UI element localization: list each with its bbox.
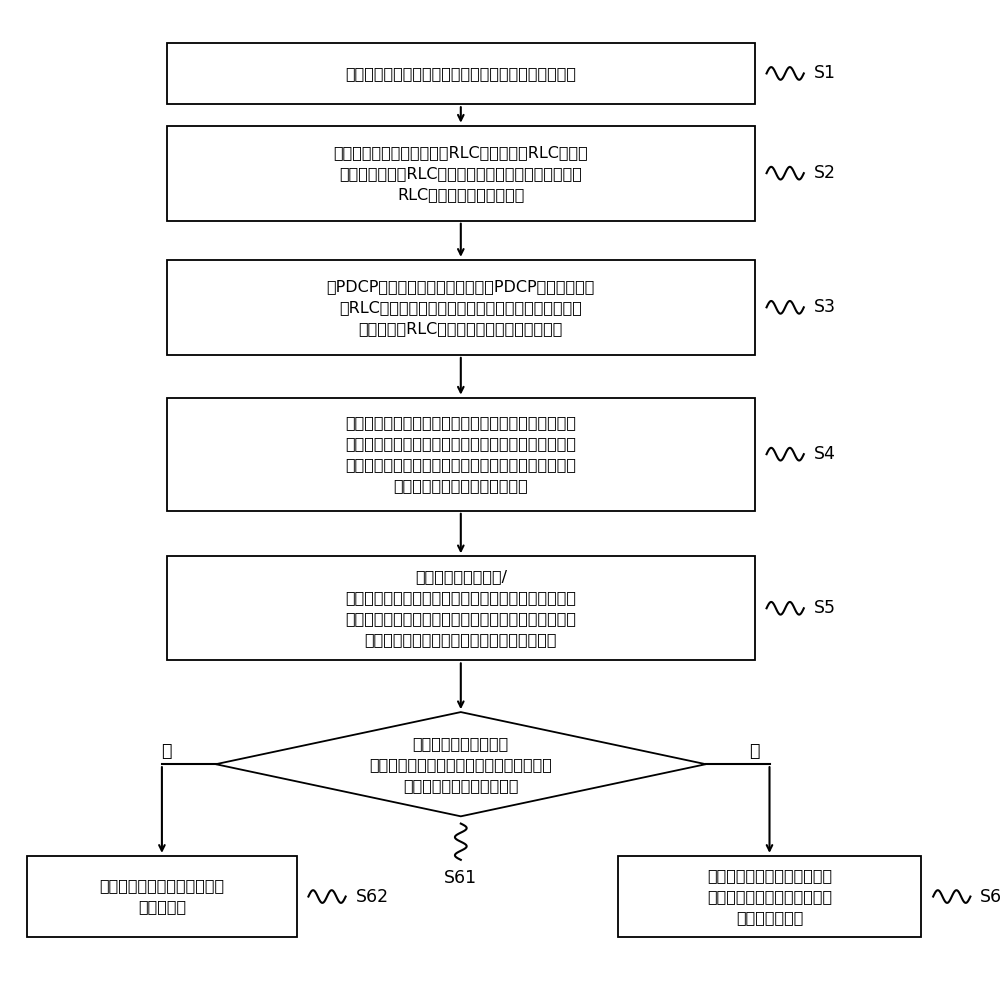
Text: 否: 否 <box>750 741 760 759</box>
Text: S62: S62 <box>355 887 389 905</box>
FancyBboxPatch shape <box>167 398 755 510</box>
FancyBboxPatch shape <box>167 260 755 355</box>
Text: S61: S61 <box>444 869 477 887</box>
Text: S3: S3 <box>814 299 836 317</box>
Text: S5: S5 <box>814 599 836 617</box>
FancyBboxPatch shape <box>618 856 921 937</box>
FancyBboxPatch shape <box>167 126 755 221</box>
Text: 为第一逻辑信道分配第一载波
的资源，为第二逻辑信道分配
第二载波的资源: 为第一逻辑信道分配第一载波 的资源，为第二逻辑信道分配 第二载波的资源 <box>707 868 832 925</box>
FancyBboxPatch shape <box>167 556 755 660</box>
Polygon shape <box>216 712 706 816</box>
Text: 是: 是 <box>162 741 172 759</box>
FancyBboxPatch shape <box>167 43 755 104</box>
Text: 在为第一逻辑信道分配
第一载波的资源时，确定是否已为第二逻辑
信道分配了第一载波的资源: 在为第一逻辑信道分配 第一载波的资源时，确定是否已为第二逻辑 信道分配了第一载波… <box>369 735 552 792</box>
Text: 获取所述第一信息和/
或所述第二信息中的约束信息，根据所述约束信息生成
约束关系，其中，所述约束关系用于限定所述第一逻辑
信道和所述第二逻辑信道分别映射到不同载: 获取所述第一信息和/ 或所述第二信息中的约束信息，根据所述约束信息生成 约束关系… <box>345 569 576 647</box>
Text: S1: S1 <box>814 65 836 83</box>
Text: S4: S4 <box>814 446 835 464</box>
Text: S2: S2 <box>814 164 836 182</box>
Text: 对PDCP包复制作为复制包，将所述PDCP包通过所述第
一RLC实体映射至所述第一逻辑信道，将所述复制包通
过所述第二RLC实体映射至所述第二逻辑信道: 对PDCP包复制作为复制包，将所述PDCP包通过所述第 一RLC实体映射至所述第… <box>327 279 595 336</box>
Text: 根据所述配置信息创建第一RLC实体和第二RLC实体，
其中，所述第一RLC实体对应第一逻辑信道，所述第二
RLC实体对应第二逻辑信道: 根据所述配置信息创建第一RLC实体和第二RLC实体， 其中，所述第一RLC实体对… <box>333 145 588 202</box>
Text: 接收基站发送的第一信息，所述第一信息包括配置信息: 接收基站发送的第一信息，所述第一信息包括配置信息 <box>345 66 576 81</box>
Text: 为所述第一逻辑信道分配第二
载波的资源: 为所述第一逻辑信道分配第二 载波的资源 <box>99 878 224 914</box>
Text: S63: S63 <box>980 887 1000 905</box>
Text: 向所述基站传输包含所述第一逻辑信道和所述第二逻辑
信道的缓存信息的缓存状态报告，接收所述基站返回的
第二信息，其中，所述第二信息包括根据所述缓存状态
报告生成的: 向所述基站传输包含所述第一逻辑信道和所述第二逻辑 信道的缓存信息的缓存状态报告，… <box>345 416 576 494</box>
FancyBboxPatch shape <box>27 856 297 937</box>
